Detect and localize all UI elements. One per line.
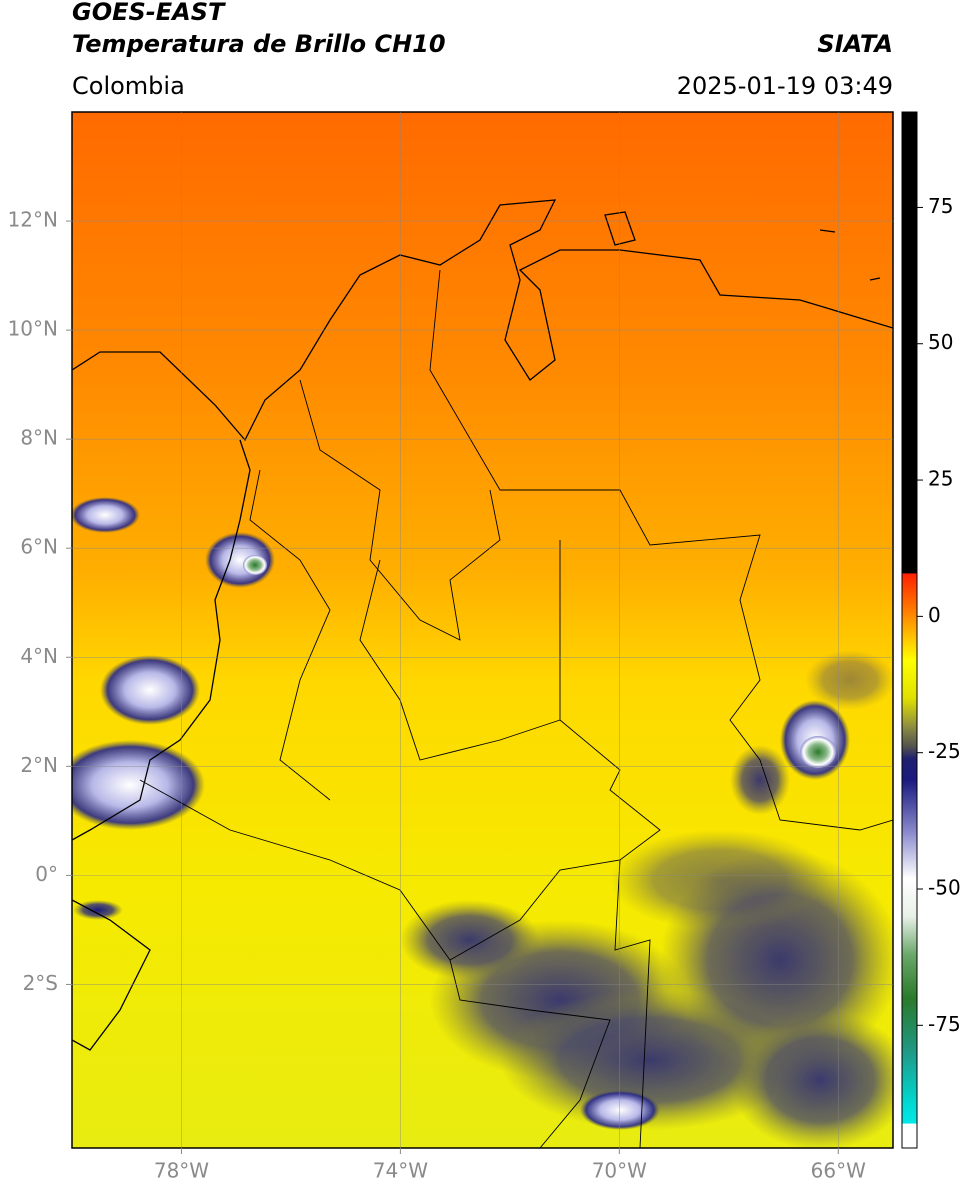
region: Colombia — [72, 72, 185, 100]
colorbar-tick-label: 25 — [928, 467, 953, 491]
colorbar-segment — [902, 725, 917, 748]
y-tick-label: 2°N — [20, 753, 58, 777]
colorbar-segment — [902, 1052, 917, 1103]
y-tick-label: 8°N — [20, 426, 58, 450]
y-tick-label: 0° — [35, 862, 58, 886]
colorbar-segment — [902, 573, 917, 617]
colorbar-segment — [902, 878, 917, 917]
colorbar-segment — [902, 1122, 917, 1124]
colorbar-segment — [902, 616, 917, 661]
map-frame — [71, 111, 894, 1149]
colorbar-segment — [902, 572, 917, 574]
y-tick-label: 10°N — [8, 317, 58, 341]
subtitle: Temperatura de Brillo CH10 — [72, 30, 446, 58]
x-tick-label: 78°W — [154, 1159, 209, 1183]
colorbar-tick-label: -50 — [928, 876, 961, 900]
colorbar-segment — [902, 698, 917, 726]
colorbar-segment — [902, 1123, 917, 1149]
y-tick-label: 4°N — [20, 644, 58, 668]
colorbar-segment — [902, 779, 917, 835]
x-tick-label: 74°W — [373, 1159, 428, 1183]
y-tick-label: 6°N — [20, 535, 58, 559]
source: SIATA — [817, 30, 893, 58]
colorbar-segment — [902, 954, 917, 999]
colorbar-segment — [902, 998, 917, 1054]
satellite-image — [72, 112, 893, 1148]
colorbar-segment — [902, 659, 917, 699]
colorbar-tick-label: -75 — [928, 1012, 961, 1036]
colorbar-segment — [902, 1101, 917, 1124]
colorbar-segment — [902, 747, 917, 759]
colorbar — [902, 112, 917, 1149]
colorbar-tick-label: 75 — [928, 194, 953, 218]
colorbar-segment — [902, 758, 917, 781]
y-tick-label: 2°S — [23, 971, 58, 995]
colorbar-segment — [902, 834, 917, 879]
colorbar-frame — [901, 111, 918, 1149]
colorbar-tick-label: 50 — [928, 330, 953, 354]
x-tick-label: 66°W — [811, 1159, 866, 1183]
colorbar-segment — [902, 916, 917, 955]
title: GOES-EAST — [72, 0, 226, 26]
colorbar-segment — [902, 112, 917, 574]
colorbar-tick-label: 0 — [928, 603, 941, 627]
y-tick-label: 12°N — [8, 208, 58, 232]
timestamp: 2025-01-19 03:49 — [677, 72, 893, 100]
x-tick-label: 70°W — [592, 1159, 647, 1183]
colorbar-tick-label: -25 — [928, 739, 961, 763]
